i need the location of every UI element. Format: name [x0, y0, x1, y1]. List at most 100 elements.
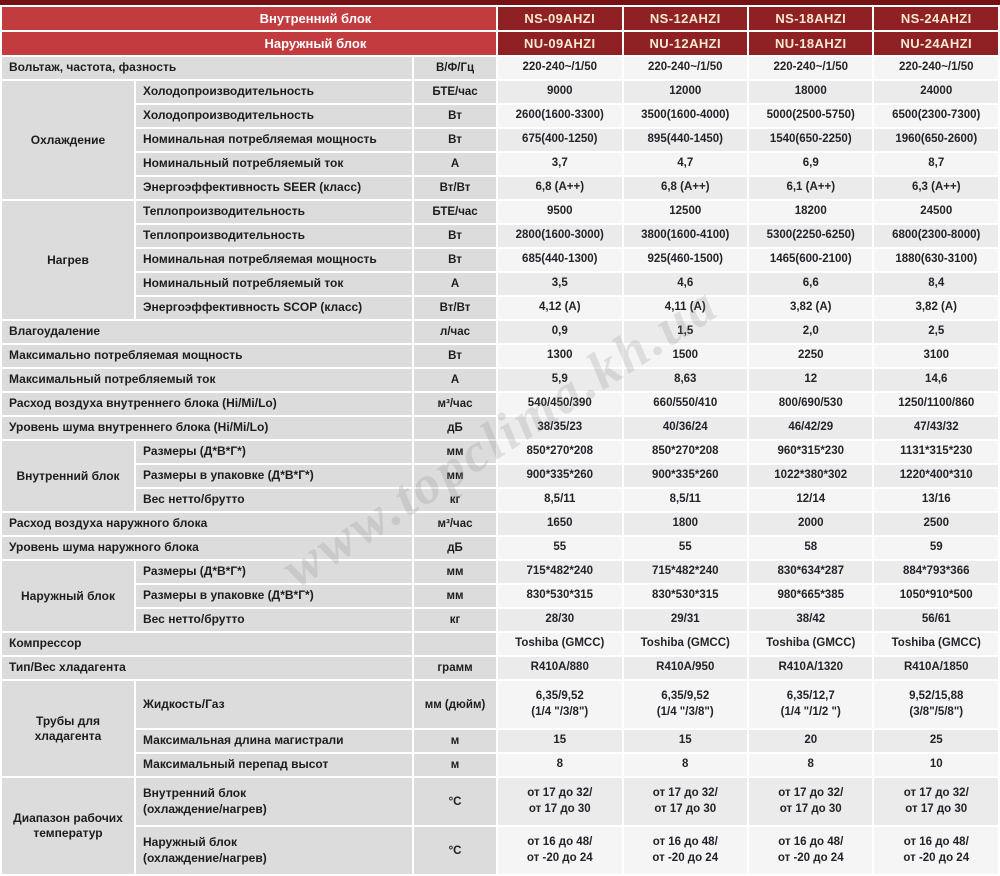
value-cell: 8	[623, 754, 747, 776]
spec-row: Внутренний блок Размеры (Д*В*Г*) мм 850*270…	[2, 441, 998, 511]
group-label: Наружный блок	[2, 561, 134, 631]
value-cell: от 17 до 32/ от 17 до 30	[498, 778, 622, 825]
value-cell: 10	[874, 754, 998, 776]
unit-cell: БТЕ/час	[414, 201, 497, 223]
value-cell: 55	[498, 537, 622, 559]
model-header-outdoor: NU-12AHZI	[623, 32, 747, 55]
unit-cell: БТЕ/час	[414, 81, 497, 103]
value-cell: 980*665*385	[749, 585, 873, 607]
param-label: Расход воздуха внутреннего блока (Hi/Mi/…	[2, 393, 412, 415]
value-cell: 2250	[749, 345, 873, 367]
value-cell: 1650	[498, 513, 622, 535]
value-cell: 13/16	[874, 489, 998, 511]
value-cell: 6,1 (A++)	[749, 177, 873, 199]
value-cell: 47/43/32	[874, 417, 998, 439]
param-label: Максимальная длина магистрали	[136, 730, 412, 752]
value-cell: 8,4	[874, 273, 998, 295]
unit-cell: Вт	[414, 105, 497, 127]
value-cell: 24500	[874, 201, 998, 223]
param-label: Тип/Вес хладагента	[2, 657, 412, 679]
value-cell: от 17 до 32/ от 17 до 30	[749, 778, 873, 825]
unit-cell: мм (дюйм)	[414, 681, 497, 728]
value-cell: 3,82 (A)	[874, 297, 998, 319]
value-cell: 3,82 (A)	[749, 297, 873, 319]
value-cell: 900*335*260	[623, 465, 747, 487]
value-cell: 220-240~/1/50	[749, 57, 873, 79]
spec-row: Энергоэффективность SEER (класс) Вт/Вт 6,8…	[2, 177, 998, 199]
value-cell: 3,5	[498, 273, 622, 295]
param-label: Вес нетто/брутто	[136, 609, 412, 631]
value-cell: от 16 до 48/ от -20 до 24	[749, 827, 873, 874]
outdoor-block-header: Наружный блок	[2, 32, 497, 55]
value-cell: 15	[623, 730, 747, 752]
value-cell: 8,5/11	[623, 489, 747, 511]
value-cell: R410A/1850	[874, 657, 998, 679]
value-cell: 8	[749, 754, 873, 776]
value-cell: 660/550/410	[623, 393, 747, 415]
model-header-outdoor: NU-18AHZI	[749, 32, 873, 55]
unit-cell: А	[414, 369, 497, 391]
value-cell: 675(400-1250)	[498, 129, 622, 151]
value-cell: 6,8 (A++)	[623, 177, 747, 199]
spec-row: Наружный блок (охлаждение/нагрев) °С от 16…	[2, 827, 998, 874]
unit-cell: А	[414, 273, 497, 295]
value-cell: 1960(650-2600)	[874, 129, 998, 151]
value-cell: 6,3 (A++)	[874, 177, 998, 199]
param-label: Энергоэффективность SCOP (класс)	[136, 297, 412, 319]
spec-row: Теплопроизводительность Вт 2800(1600-3000)…	[2, 225, 998, 247]
group-label: Диапазон рабочих температур	[2, 778, 134, 874]
indoor-block-header: Внутренний блок	[2, 7, 497, 30]
unit-cell: Вт	[414, 249, 497, 271]
value-cell: 8,63	[623, 369, 747, 391]
param-label: Размеры (Д*В*Г*)	[136, 441, 412, 463]
value-cell: 12500	[623, 201, 747, 223]
unit-cell: Вт	[414, 225, 497, 247]
spec-row: Размеры в упаковке (Д*В*Г*) мм 900*335*260…	[2, 465, 998, 487]
unit-cell: мм	[414, 585, 497, 607]
value-cell: 0,9	[498, 321, 622, 343]
spec-row: Энергоэффективность SCOP (класс) Вт/Вт 4,1…	[2, 297, 998, 319]
model-header-indoor: NS-24AHZI	[874, 7, 998, 30]
value-cell: 685(440-1300)	[498, 249, 622, 271]
unit-cell: °С	[414, 778, 497, 825]
spec-row: Номинальный потребляемый ток А 3,5 4,6 6,6 8,…	[2, 273, 998, 295]
param-label: Теплопроизводительность	[136, 225, 412, 247]
param-label: Максимальный потребляемый ток	[2, 369, 412, 391]
value-cell: 3100	[874, 345, 998, 367]
model-header-indoor: NS-18AHZI	[749, 7, 873, 30]
value-cell: 28/30	[498, 609, 622, 631]
group-label: Нагрев	[2, 201, 134, 319]
spec-row: Расход воздуха внутреннего блока (Hi/Mi/…	[2, 393, 998, 415]
group-label: Трубы для хладагента	[2, 681, 134, 776]
model-header-indoor: NS-12AHZI	[623, 7, 747, 30]
value-cell: 5000(2500-5750)	[749, 105, 873, 127]
value-cell: 20	[749, 730, 873, 752]
value-cell: 5300(2250-6250)	[749, 225, 873, 247]
outdoor-block-header-label: Наружный блок	[264, 36, 367, 51]
value-cell: 2600(1600-3300)	[498, 105, 622, 127]
value-cell: 220-240~/1/50	[498, 57, 622, 79]
value-cell: R410A/880	[498, 657, 622, 679]
spec-row: Уровень шума внутреннего блока (Hi/Mi/Lo…	[2, 417, 998, 439]
param-label: Влагоудаление	[2, 321, 412, 343]
value-cell: от 16 до 48/ от -20 до 24	[623, 827, 747, 874]
top-accent-strip	[0, 0, 1000, 5]
value-cell: 1050*910*500	[874, 585, 998, 607]
value-cell: Toshiba (GMCC)	[623, 633, 747, 655]
value-cell: 3800(1600-4100)	[623, 225, 747, 247]
value-cell: 2500	[874, 513, 998, 535]
value-cell: Toshiba (GMCC)	[498, 633, 622, 655]
spec-row: Влагоудаление л/час 0,9 1,5 2,0 2,5	[2, 321, 998, 343]
spec-row: Трубы для хладагента Жидкость/Газ мм (дюйм…	[2, 681, 998, 776]
value-cell: 15	[498, 730, 622, 752]
value-cell: от 16 до 48/ от -20 до 24	[874, 827, 998, 874]
spec-row: Расход воздуха наружного блока м³/час 1650…	[2, 513, 998, 535]
spec-row: Вольтаж, частота, фазность В/Ф/Гц 220-240~…	[2, 57, 998, 79]
spec-table-body: Внутренний блок NS-09AHZI NS-12AHZI NS-1…	[2, 7, 998, 874]
value-cell: 9,52/15,88 (3/8"/5/8")	[874, 681, 998, 728]
group-label: Охлаждение	[2, 81, 134, 199]
value-cell: 29/31	[623, 609, 747, 631]
unit-cell: м	[414, 754, 497, 776]
param-label: Максимально потребляемая мощность	[2, 345, 412, 367]
